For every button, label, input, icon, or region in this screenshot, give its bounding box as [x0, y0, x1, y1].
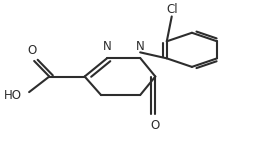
Text: HO: HO [3, 89, 22, 102]
Text: O: O [151, 119, 160, 132]
Text: O: O [27, 44, 36, 57]
Text: N: N [136, 40, 145, 53]
Text: Cl: Cl [166, 3, 178, 16]
Text: N: N [103, 40, 112, 53]
